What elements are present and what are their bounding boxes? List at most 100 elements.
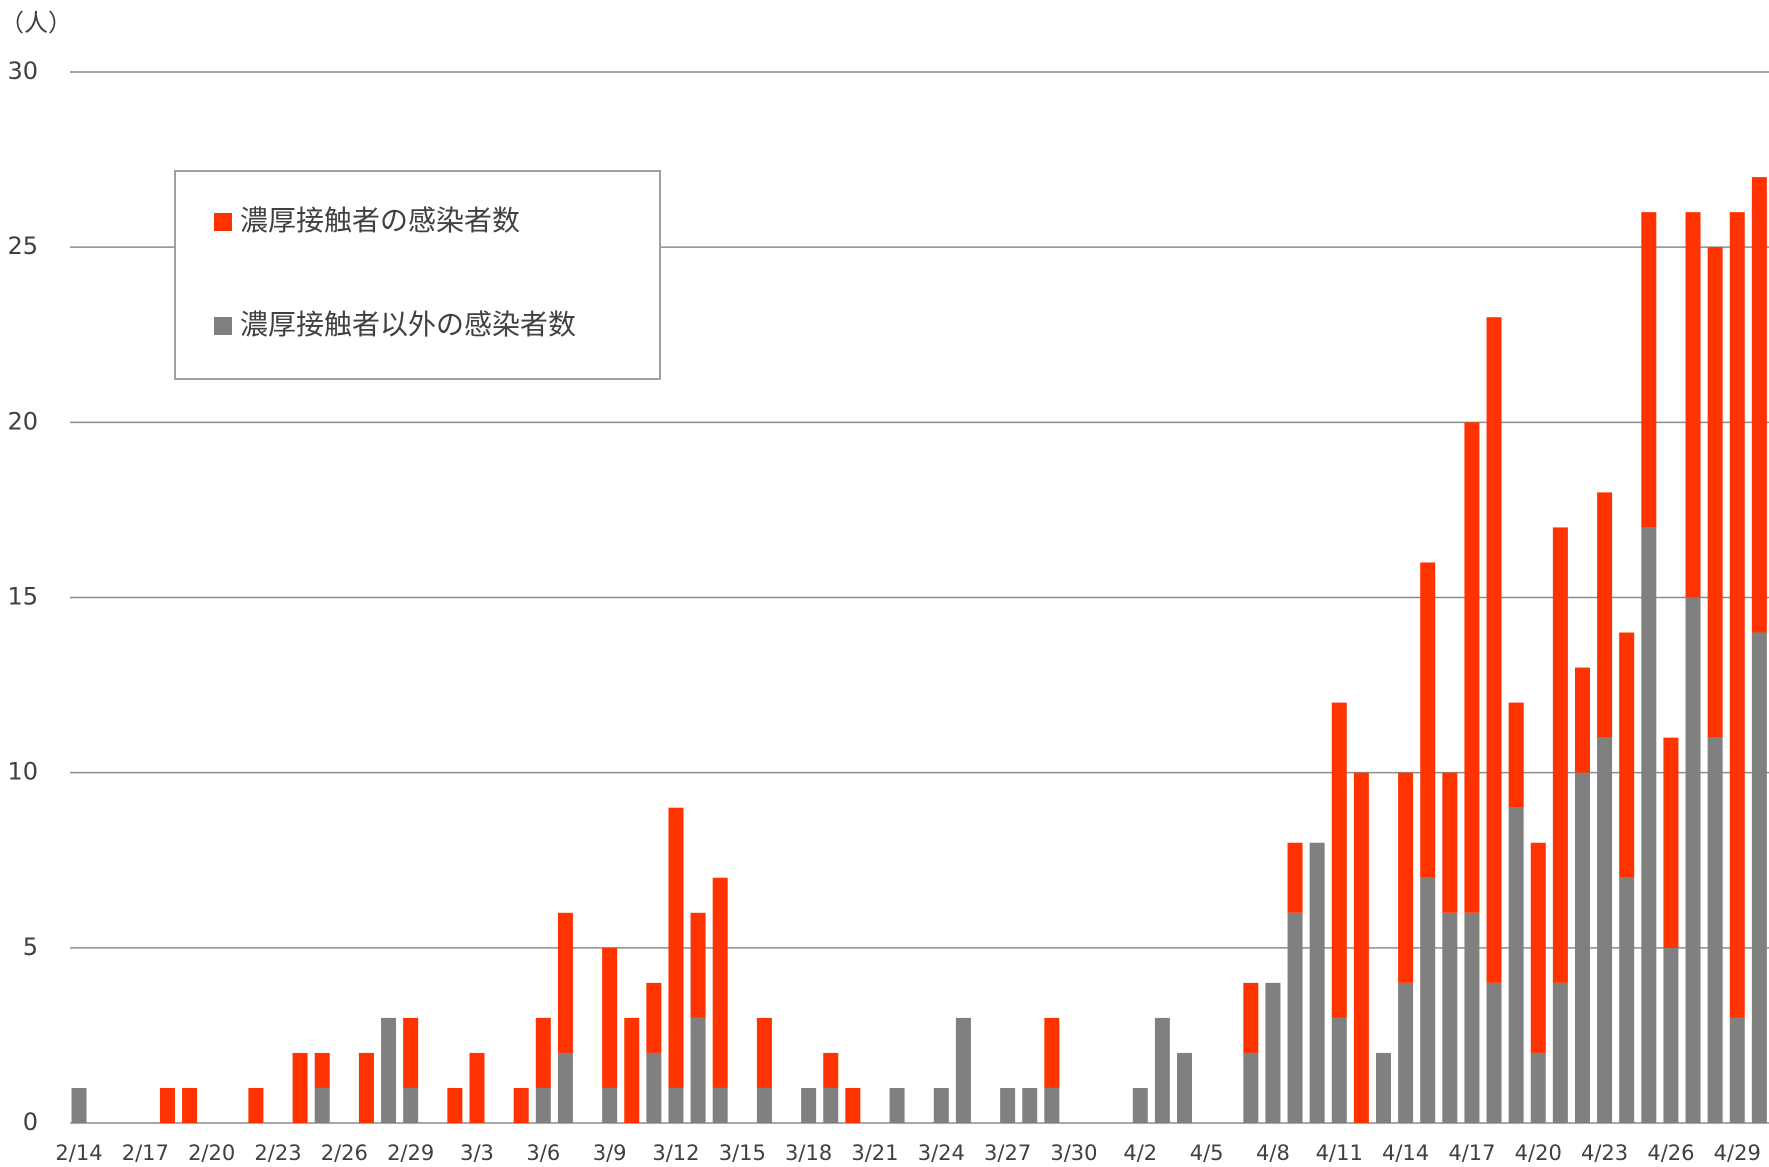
x-tick-label: 2/20 <box>188 1141 235 1165</box>
bar-segment <box>1530 842 1546 1053</box>
bar-segment <box>624 1017 640 1123</box>
bar-segment <box>1685 212 1701 598</box>
bar-segment <box>1154 1017 1170 1123</box>
bar-segment <box>1420 562 1436 878</box>
legend-box <box>174 170 661 380</box>
legend-label: 濃厚接触者以外の感染者数 <box>240 308 576 341</box>
bar-segment <box>1574 772 1590 1123</box>
bar-segment <box>823 1052 839 1088</box>
bar-segment <box>1751 632 1767 1123</box>
bar-segment <box>1243 1052 1259 1123</box>
bar-segment <box>1552 982 1568 1123</box>
bar-segment <box>646 982 662 1053</box>
bar-segment <box>1663 737 1679 948</box>
bar-segment <box>823 1087 839 1123</box>
bar-segment <box>1442 912 1458 1123</box>
bar-segment <box>1685 597 1701 1123</box>
bar-segment <box>1398 982 1414 1123</box>
bar-segment <box>1597 737 1613 1123</box>
x-tick-label: 4/5 <box>1190 1141 1224 1165</box>
bar-segment <box>1177 1052 1192 1123</box>
bar-segment <box>1641 212 1657 528</box>
x-tick-label: 3/12 <box>652 1141 699 1165</box>
bar-segment <box>314 1087 330 1123</box>
bar-segment <box>535 1087 551 1123</box>
x-tick-label: 2/23 <box>254 1141 301 1165</box>
bar-segment <box>933 1087 949 1123</box>
x-tick-label: 3/24 <box>918 1141 965 1165</box>
y-axis-unit: （人） <box>0 9 72 37</box>
bar-segment <box>1420 877 1436 1123</box>
x-tick-label: 3/9 <box>593 1141 627 1165</box>
bar-segment <box>1331 702 1347 1018</box>
x-tick-label: 4/11 <box>1316 1141 1363 1165</box>
x-tick-label: 3/18 <box>785 1141 832 1165</box>
bar-segment <box>1000 1087 1016 1123</box>
x-tick-label: 2/26 <box>321 1141 368 1165</box>
bar-segment <box>668 807 684 1088</box>
x-tick-label: 4/23 <box>1581 1141 1628 1165</box>
x-tick-label: 4/14 <box>1382 1141 1429 1165</box>
bar-segment <box>1398 772 1414 983</box>
bar-segment <box>1132 1087 1148 1123</box>
bar-segment <box>535 1017 551 1088</box>
y-tick-label: 20 <box>7 407 38 435</box>
x-tick-label: 4/2 <box>1123 1141 1157 1165</box>
x-tick-label: 4/29 <box>1714 1141 1761 1165</box>
y-tick-label: 10 <box>7 758 38 786</box>
bar-segment <box>1486 317 1502 983</box>
bar-segment <box>513 1087 529 1123</box>
bar-segment <box>557 1052 573 1123</box>
bar-segment <box>248 1087 264 1123</box>
bar-segment <box>1641 527 1657 1123</box>
bar-segment <box>756 1017 772 1088</box>
y-tick-label: 15 <box>7 583 38 611</box>
bar-segment <box>1619 632 1635 878</box>
bar-segment <box>1442 772 1458 913</box>
bar-segment <box>889 1087 905 1123</box>
bar-segment <box>469 1052 485 1123</box>
bar-segment <box>557 912 573 1053</box>
bar-segment <box>1729 212 1745 1018</box>
legend-swatch <box>214 213 232 231</box>
y-tick-label: 5 <box>23 933 38 961</box>
x-tick-label: 2/17 <box>122 1141 169 1165</box>
bar-segment <box>1287 842 1303 913</box>
x-tick-label: 3/21 <box>851 1141 898 1165</box>
x-tick-label: 2/14 <box>55 1141 102 1165</box>
bar-segment <box>1022 1087 1038 1123</box>
bar-segment <box>1265 982 1281 1123</box>
x-tick-label: 4/8 <box>1256 1141 1290 1165</box>
bar-segment <box>646 1052 662 1123</box>
legend-label: 濃厚接触者の感染者数 <box>240 204 520 237</box>
bar-segment <box>1707 737 1723 1123</box>
bar-segment <box>1243 982 1259 1053</box>
bar-segment <box>1044 1087 1060 1123</box>
bar-segment <box>955 1017 971 1123</box>
bar-segment <box>1663 947 1679 1123</box>
bar-segment <box>403 1087 419 1123</box>
bar-segment <box>1530 1052 1546 1123</box>
bar-segment <box>756 1087 772 1123</box>
y-tick-label: 0 <box>23 1108 38 1136</box>
bar-segment <box>602 1087 618 1123</box>
y-tick-label: 25 <box>7 232 38 260</box>
bar-segment <box>1044 1017 1060 1088</box>
x-tick-label: 4/20 <box>1515 1141 1562 1165</box>
bar-segment <box>1353 772 1369 1123</box>
x-tick-label: 3/3 <box>460 1141 494 1165</box>
bar-segment <box>1287 912 1303 1123</box>
bar-segment <box>1508 702 1524 808</box>
bar-segment <box>403 1017 419 1088</box>
bar-segment <box>1508 807 1524 1123</box>
bar-segment <box>381 1017 397 1123</box>
x-tick-label: 4/17 <box>1448 1141 1495 1165</box>
bar-segment <box>1552 527 1568 983</box>
bar-segment <box>292 1052 308 1123</box>
bar-segment <box>668 1087 684 1123</box>
bar-segment <box>1597 492 1613 738</box>
bar-segment <box>1751 177 1767 633</box>
bar-segment <box>845 1087 861 1123</box>
bar-segment <box>358 1052 374 1123</box>
